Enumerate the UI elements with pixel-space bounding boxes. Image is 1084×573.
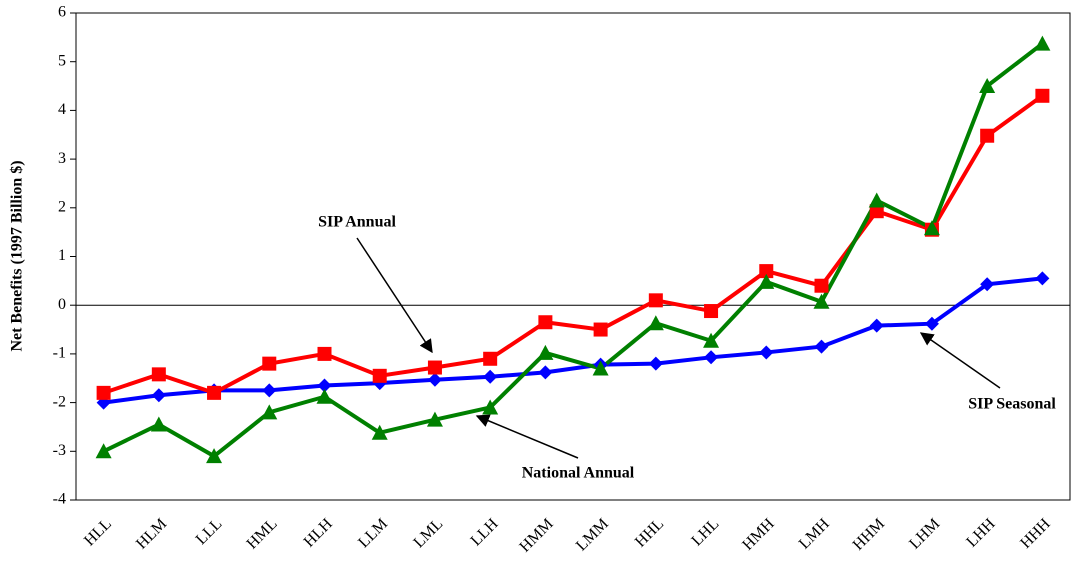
triangle-marker xyxy=(647,315,664,331)
callout-arrow xyxy=(475,414,579,459)
triangle-marker xyxy=(95,443,112,459)
triangle-marker xyxy=(923,220,940,236)
triangle-marker xyxy=(261,404,278,420)
series-callout: SIP Annual xyxy=(318,214,396,231)
triangle-marker xyxy=(758,273,775,289)
y-tick-label: 4 xyxy=(58,101,66,118)
triangle-marker xyxy=(482,399,499,415)
series-line xyxy=(102,94,1044,396)
triangle-marker xyxy=(316,388,333,404)
square-marker xyxy=(814,278,829,293)
x-tick-label: LLL xyxy=(193,515,226,548)
diamond-marker xyxy=(814,339,829,354)
square-marker xyxy=(704,304,719,319)
diamond-marker xyxy=(869,318,884,333)
square-marker xyxy=(538,315,553,330)
x-tick-label: LHH xyxy=(963,515,999,551)
square-marker xyxy=(869,204,884,219)
triangle-marker xyxy=(150,416,167,432)
y-tick-label: -4 xyxy=(53,491,66,508)
y-tick-label: 0 xyxy=(58,296,66,313)
diamond-marker xyxy=(317,378,332,393)
x-tick-label: HHH xyxy=(1017,515,1054,552)
triangle-marker xyxy=(703,332,720,348)
x-tick-label: LHM xyxy=(906,515,943,552)
x-tick-label: LMM xyxy=(573,515,612,554)
square-marker xyxy=(96,385,111,400)
square-marker xyxy=(372,368,387,383)
x-tick-label: HLH xyxy=(301,515,337,551)
triangle-marker xyxy=(206,448,223,464)
x-tick-label: LLH xyxy=(468,515,502,549)
diamond-marker xyxy=(1035,271,1050,286)
square-marker xyxy=(483,351,498,366)
diamond-marker xyxy=(759,345,774,360)
x-tick-label: HML xyxy=(244,515,281,552)
diamond-marker xyxy=(538,365,553,380)
series-line xyxy=(102,42,1044,459)
triangle-marker xyxy=(537,344,554,360)
square-marker xyxy=(759,264,774,279)
series-callout: SIP Seasonal xyxy=(968,396,1056,413)
callout-arrow xyxy=(356,237,433,354)
y-tick-label: -1 xyxy=(53,345,66,362)
square-marker xyxy=(151,367,166,382)
square-marker xyxy=(427,360,442,375)
x-tick-label: HHL xyxy=(632,515,667,550)
triangle-marker xyxy=(371,424,388,440)
x-tick-label: HHM xyxy=(850,515,888,553)
square-marker xyxy=(648,293,663,308)
y-tick-label: 6 xyxy=(58,4,66,21)
square-marker xyxy=(262,356,277,371)
y-tick-label: 2 xyxy=(58,198,66,215)
diamond-marker xyxy=(704,350,719,365)
y-tick-label: -3 xyxy=(53,442,66,459)
y-tick-label: 1 xyxy=(58,247,66,264)
callout-arrow xyxy=(919,332,1001,389)
triangle-marker xyxy=(813,293,830,309)
x-tick-label: HMM xyxy=(516,515,556,555)
triangle-marker xyxy=(979,78,996,94)
x-tick-label: LMH xyxy=(796,515,833,552)
square-marker xyxy=(317,346,332,361)
series-line xyxy=(103,276,1043,405)
diamond-marker xyxy=(924,316,939,331)
triangle-marker xyxy=(592,360,609,376)
series-callout: National Annual xyxy=(522,465,635,482)
triangle-marker xyxy=(868,192,885,208)
plot-area xyxy=(75,12,1071,501)
x-tick-label: HLM xyxy=(133,515,170,552)
x-tick-label: HMH xyxy=(739,515,778,554)
x-tick-label: LHL xyxy=(688,515,722,549)
square-marker xyxy=(593,322,608,337)
y-tick-label: 3 xyxy=(58,150,66,167)
x-tick-label: LML xyxy=(410,515,446,551)
diamond-marker xyxy=(980,277,995,292)
square-marker xyxy=(1035,88,1050,103)
y-tick-label: 5 xyxy=(58,52,66,69)
diamond-marker xyxy=(483,369,498,384)
diamond-marker xyxy=(427,372,442,387)
diamond-marker xyxy=(151,388,166,403)
y-tick-label: -2 xyxy=(53,393,66,410)
square-marker xyxy=(207,385,222,400)
diamond-marker xyxy=(648,356,663,371)
triangle-marker xyxy=(426,411,443,427)
x-tick-label: LLM xyxy=(355,515,391,551)
square-marker xyxy=(980,128,995,143)
x-tick-label: HLL xyxy=(81,515,115,549)
triangle-marker xyxy=(1034,35,1051,51)
y-axis-label: Net Benefits (1997 Billion $) xyxy=(9,160,26,351)
diamond-marker xyxy=(262,383,277,398)
